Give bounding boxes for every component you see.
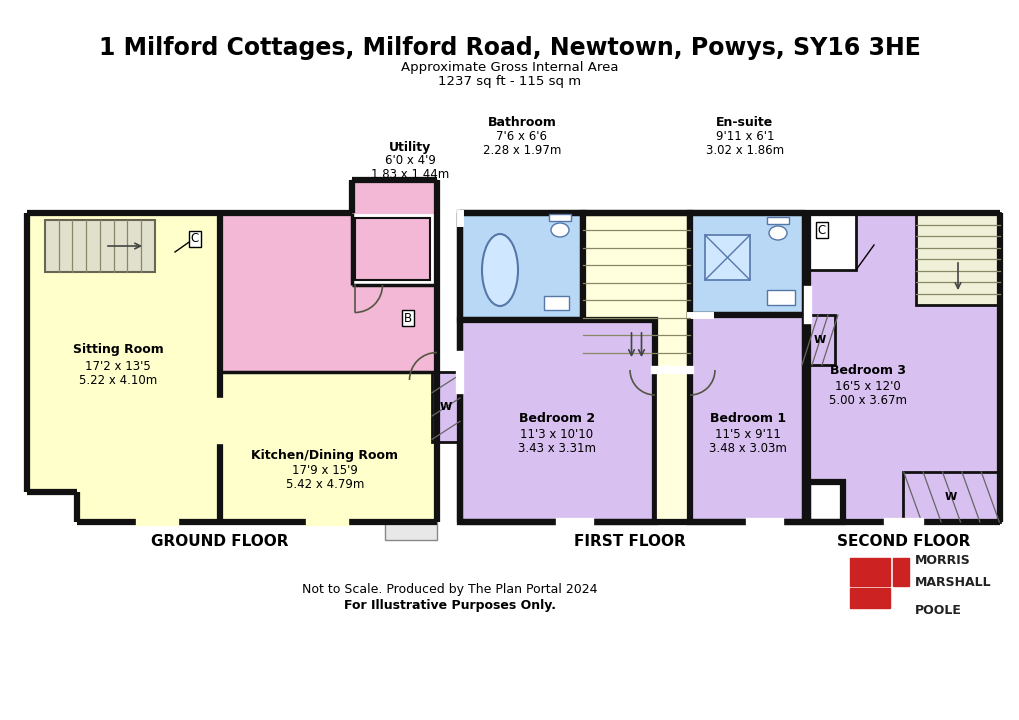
Bar (460, 320, 654, 522)
Text: Bathroom: Bathroom (487, 115, 556, 128)
Text: W: W (813, 335, 825, 345)
Text: 16'5 x 12'0: 16'5 x 12'0 (835, 379, 900, 392)
Bar (548, 214, 571, 221)
Text: 3.43 x 3.31m: 3.43 x 3.31m (518, 441, 595, 454)
Polygon shape (220, 372, 436, 522)
Text: 6'0 x 4'9: 6'0 x 4'9 (384, 155, 435, 168)
Text: 17'9 x 15'9: 17'9 x 15'9 (291, 464, 358, 477)
Bar (432, 372, 460, 442)
Text: For Illustrative Purposes Only.: For Illustrative Purposes Only. (343, 600, 555, 613)
Text: SECOND FLOOR: SECOND FLOOR (837, 534, 970, 549)
Text: 1237 sq ft - 115 sq m: 1237 sq ft - 115 sq m (438, 76, 581, 89)
Text: Not to Scale. Produced by The Plan Portal 2024: Not to Scale. Produced by The Plan Porta… (302, 583, 597, 596)
Bar (807, 482, 842, 522)
Text: Bedroom 3: Bedroom 3 (829, 364, 905, 377)
Text: 1.83 x 1.44m: 1.83 x 1.44m (371, 168, 448, 181)
Text: En-suite: En-suite (715, 115, 772, 128)
Text: MORRIS: MORRIS (914, 554, 970, 567)
Bar (583, 213, 689, 370)
Text: 17'2 x 13'5: 17'2 x 13'5 (85, 359, 151, 372)
Text: GROUND FLOOR: GROUND FLOOR (151, 534, 288, 549)
Text: C: C (191, 233, 199, 246)
Text: 5.42 x 4.79m: 5.42 x 4.79m (285, 479, 364, 492)
Text: 1 Milford Cottages, Milford Road, Newtown, Powys, SY16 3HE: 1 Milford Cottages, Milford Road, Newtow… (99, 36, 920, 60)
Bar (892, 558, 908, 586)
Text: B: B (404, 312, 412, 325)
Text: Kitchen/Dining Room: Kitchen/Dining Room (252, 449, 398, 462)
Text: C: C (817, 223, 825, 236)
Bar (766, 217, 789, 224)
Text: W: W (439, 402, 451, 412)
Bar (849, 588, 890, 608)
Text: 5.22 x 4.10m: 5.22 x 4.10m (78, 374, 157, 387)
Text: 9'11 x 6'1: 9'11 x 6'1 (715, 130, 773, 143)
Bar (807, 213, 915, 305)
Bar (902, 472, 999, 522)
Text: W: W (944, 492, 956, 502)
Text: Bedroom 1: Bedroom 1 (709, 412, 786, 425)
Text: Sitting Room: Sitting Room (72, 343, 163, 356)
Text: POOLE: POOLE (914, 605, 961, 618)
Text: 7'6 x 6'6: 7'6 x 6'6 (496, 130, 547, 143)
Text: 11'5 x 9'11: 11'5 x 9'11 (714, 428, 781, 441)
Bar (807, 213, 855, 270)
Ellipse shape (768, 226, 787, 240)
Polygon shape (220, 213, 436, 372)
Polygon shape (26, 213, 220, 522)
Bar (804, 315, 835, 365)
Text: Utility: Utility (388, 142, 431, 155)
Bar (460, 213, 583, 320)
Text: 11'3 x 10'10: 11'3 x 10'10 (520, 428, 593, 441)
Polygon shape (352, 180, 436, 213)
Text: FIRST FLOOR: FIRST FLOOR (574, 534, 685, 549)
Bar (543, 296, 569, 310)
Text: MARSHALL: MARSHALL (914, 577, 990, 590)
Text: Approximate Gross Internal Area: Approximate Gross Internal Area (400, 61, 619, 74)
Bar (849, 558, 890, 586)
Bar (384, 522, 436, 540)
Bar (654, 370, 689, 522)
Text: 2.28 x 1.97m: 2.28 x 1.97m (482, 143, 560, 156)
Bar (807, 213, 999, 522)
Bar (704, 235, 749, 280)
Bar (689, 213, 804, 315)
Bar (355, 218, 430, 280)
Ellipse shape (550, 223, 569, 237)
Ellipse shape (482, 234, 518, 306)
Text: 5.00 x 3.67m: 5.00 x 3.67m (828, 394, 906, 407)
Text: 3.48 x 3.03m: 3.48 x 3.03m (708, 441, 787, 454)
Text: 3.02 x 1.86m: 3.02 x 1.86m (705, 143, 784, 156)
Bar (766, 290, 794, 305)
Text: Bedroom 2: Bedroom 2 (519, 412, 594, 425)
Bar (45, 220, 155, 272)
Bar (915, 213, 999, 305)
Bar (689, 315, 804, 522)
